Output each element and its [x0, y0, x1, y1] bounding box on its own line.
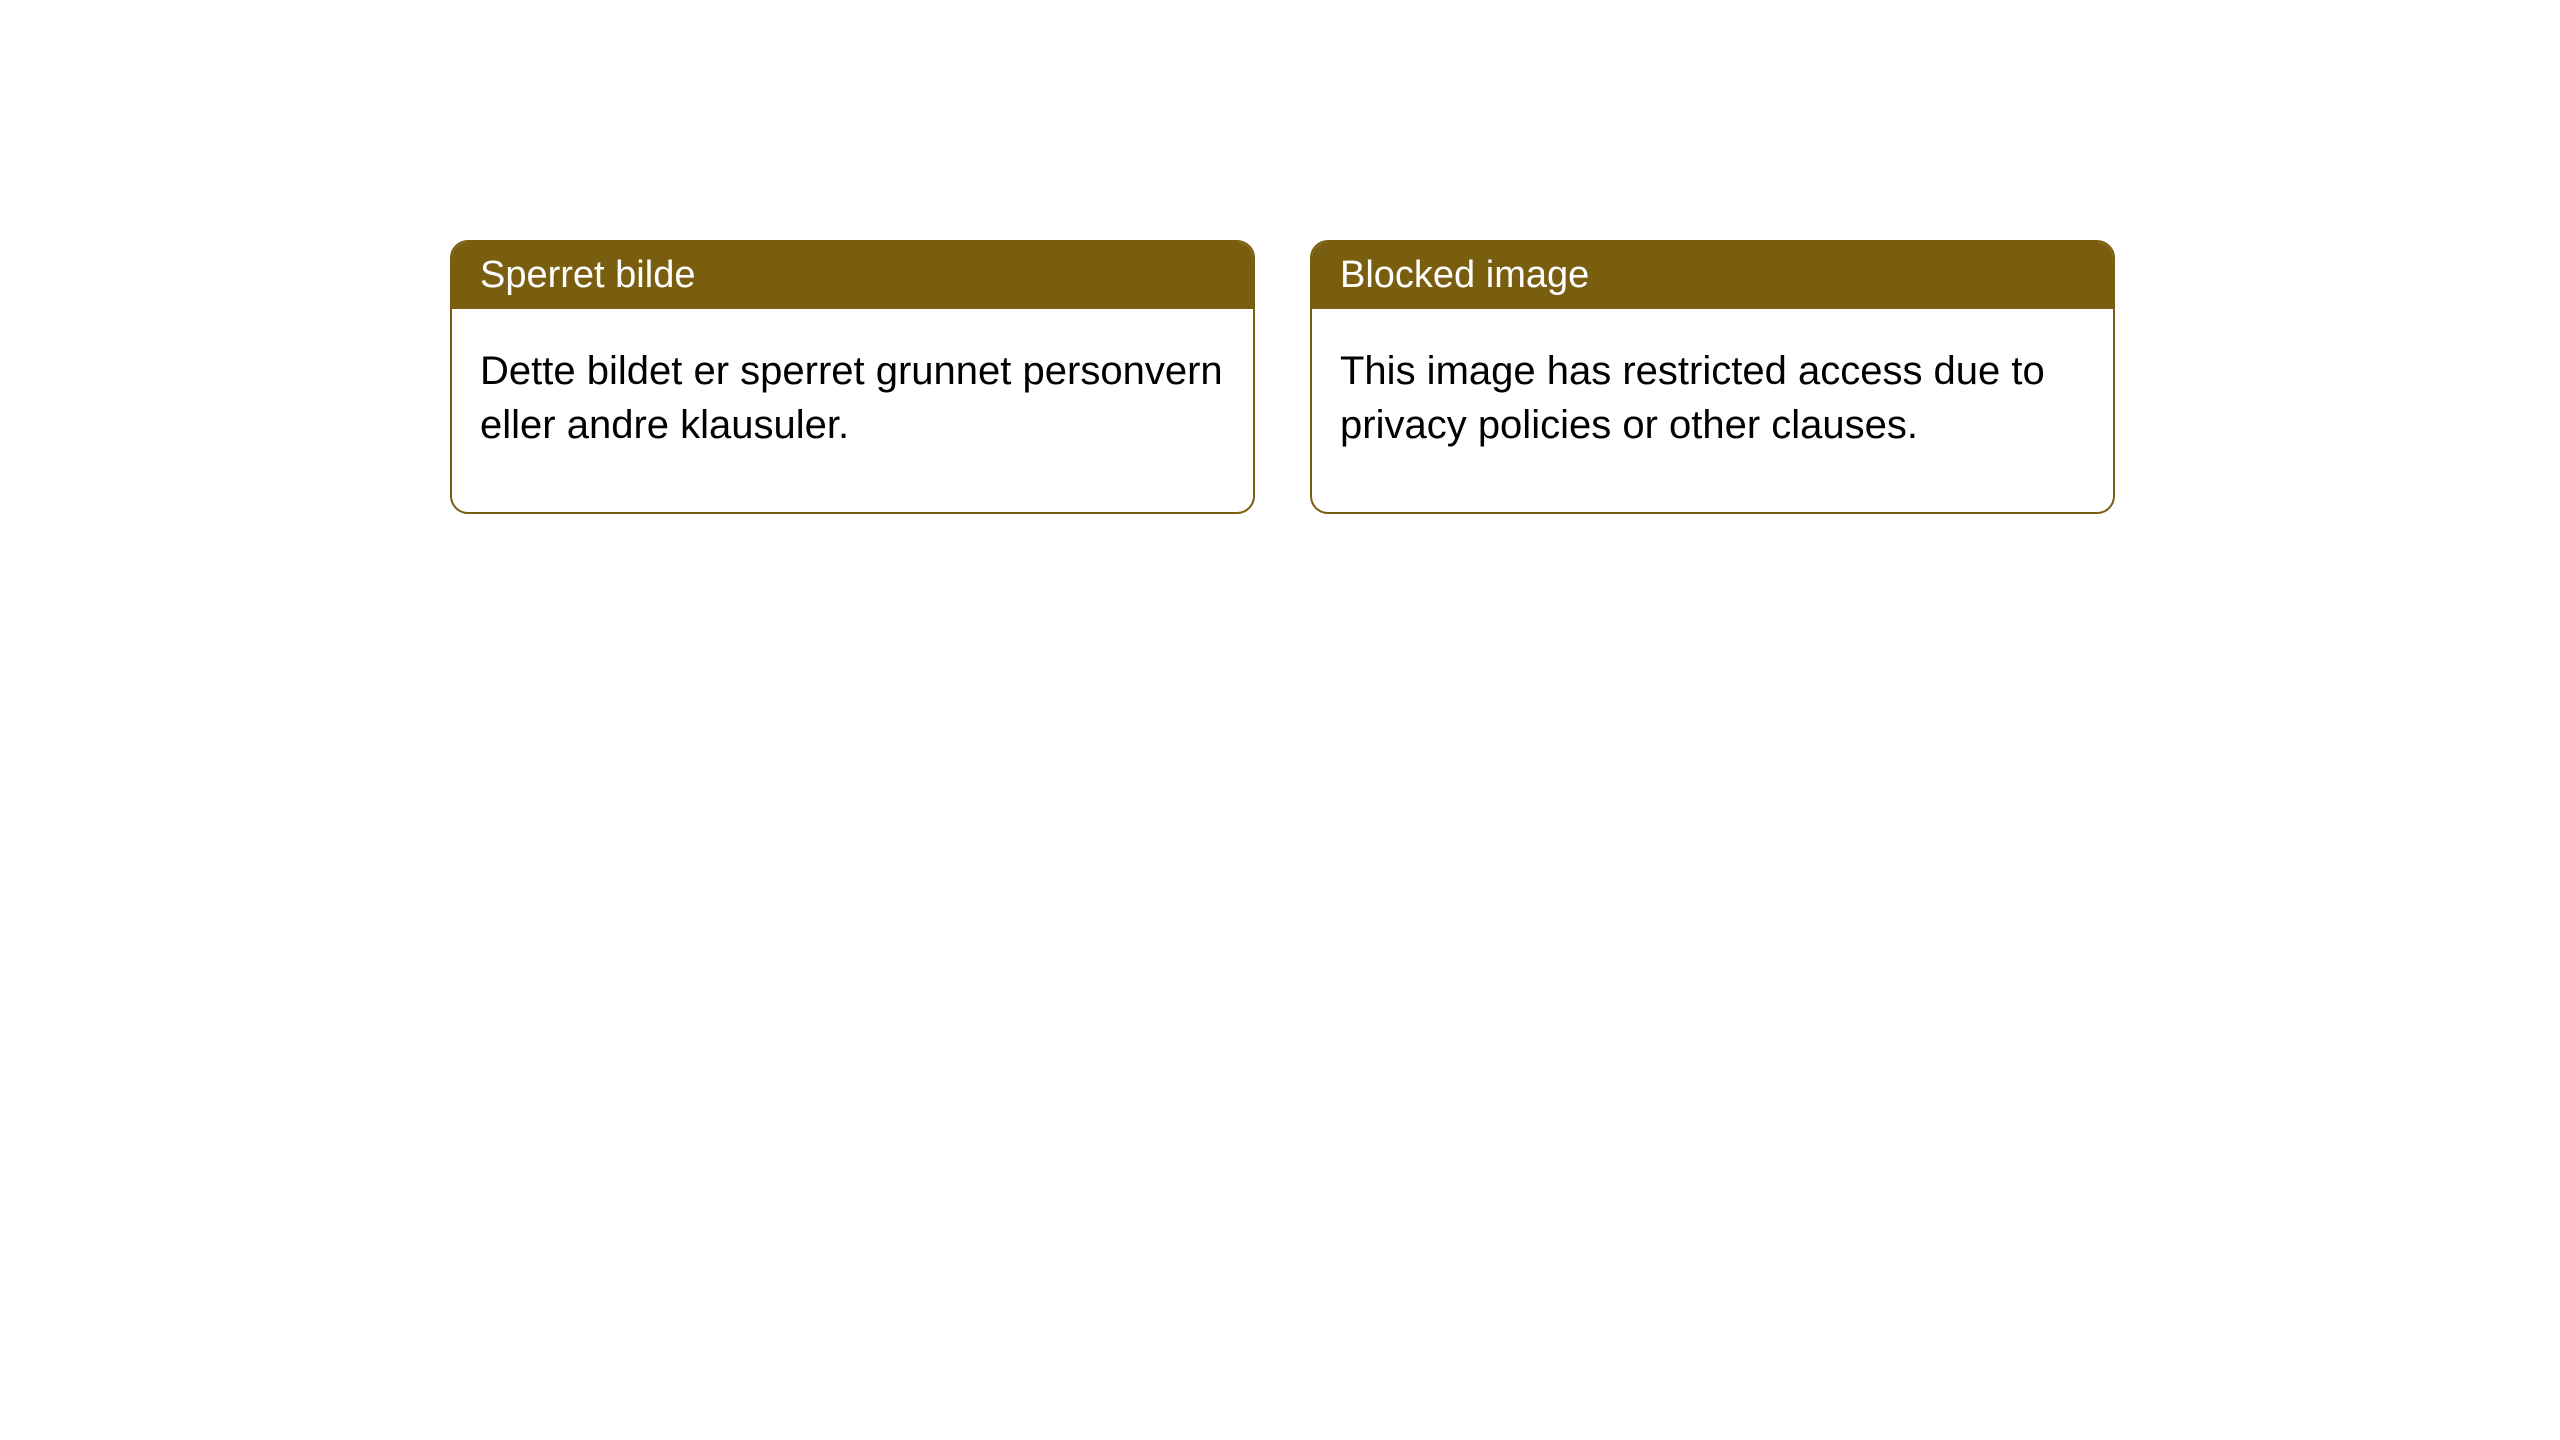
card-header: Blocked image	[1312, 242, 2113, 309]
card-body: Dette bildet er sperret grunnet personve…	[452, 309, 1253, 512]
card-body: This image has restricted access due to …	[1312, 309, 2113, 512]
card-header: Sperret bilde	[452, 242, 1253, 309]
blocked-image-card-english: Blocked image This image has restricted …	[1310, 240, 2115, 514]
notice-container: Sperret bilde Dette bildet er sperret gr…	[0, 0, 2560, 514]
blocked-image-card-norwegian: Sperret bilde Dette bildet er sperret gr…	[450, 240, 1255, 514]
